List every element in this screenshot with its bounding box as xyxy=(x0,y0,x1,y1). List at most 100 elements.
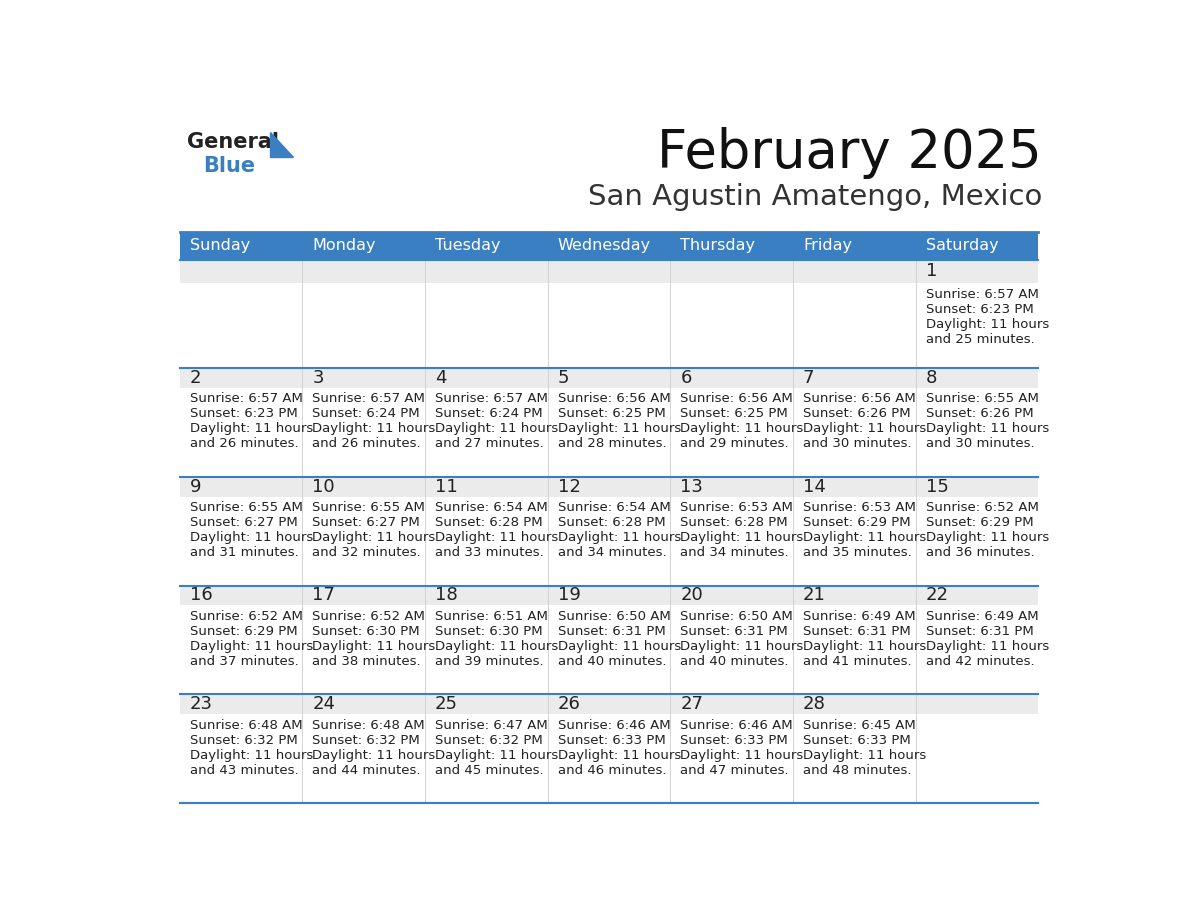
Text: Sunrise: 6:56 AM: Sunrise: 6:56 AM xyxy=(681,393,794,406)
Text: 9: 9 xyxy=(190,477,201,496)
Text: and 40 minutes.: and 40 minutes. xyxy=(681,655,789,668)
Text: and 48 minutes.: and 48 minutes. xyxy=(803,764,911,777)
Bar xyxy=(548,477,670,497)
Bar xyxy=(302,260,425,284)
Text: 18: 18 xyxy=(435,587,457,604)
Text: Daylight: 11 hours: Daylight: 11 hours xyxy=(681,640,803,653)
Text: Sunset: 6:31 PM: Sunset: 6:31 PM xyxy=(557,625,665,638)
Text: Daylight: 11 hours: Daylight: 11 hours xyxy=(312,532,436,544)
Text: Daylight: 11 hours: Daylight: 11 hours xyxy=(190,749,312,762)
Text: and 27 minutes.: and 27 minutes. xyxy=(435,438,544,451)
Text: 6: 6 xyxy=(681,369,691,387)
Bar xyxy=(792,387,916,477)
Text: 14: 14 xyxy=(803,477,826,496)
Text: and 39 minutes.: and 39 minutes. xyxy=(435,655,544,668)
Bar xyxy=(302,284,425,368)
Bar xyxy=(425,714,548,803)
Bar xyxy=(792,232,916,260)
Text: 5: 5 xyxy=(557,369,569,387)
Bar xyxy=(916,387,1038,477)
Text: Sunrise: 6:45 AM: Sunrise: 6:45 AM xyxy=(803,719,916,732)
Text: Sunset: 6:28 PM: Sunset: 6:28 PM xyxy=(557,516,665,529)
Bar xyxy=(425,387,548,477)
Bar xyxy=(670,605,792,694)
Bar xyxy=(916,497,1038,586)
Bar xyxy=(425,694,548,714)
Text: Sunset: 6:27 PM: Sunset: 6:27 PM xyxy=(190,516,297,529)
Text: Daylight: 11 hours: Daylight: 11 hours xyxy=(557,749,681,762)
Bar xyxy=(670,477,792,497)
Text: Sunrise: 6:56 AM: Sunrise: 6:56 AM xyxy=(557,393,670,406)
Text: Daylight: 11 hours: Daylight: 11 hours xyxy=(925,640,1049,653)
Bar xyxy=(670,368,792,387)
Text: 25: 25 xyxy=(435,695,457,713)
Bar xyxy=(792,368,916,387)
Text: Daylight: 11 hours: Daylight: 11 hours xyxy=(681,532,803,544)
Text: Sunrise: 6:55 AM: Sunrise: 6:55 AM xyxy=(190,501,303,514)
Bar xyxy=(425,497,548,586)
Text: Daylight: 11 hours: Daylight: 11 hours xyxy=(925,532,1049,544)
Bar xyxy=(792,284,916,368)
Text: and 33 minutes.: and 33 minutes. xyxy=(435,546,544,559)
Bar xyxy=(548,714,670,803)
Bar xyxy=(916,477,1038,497)
Bar xyxy=(670,714,792,803)
Text: 22: 22 xyxy=(925,587,948,604)
Text: Sunrise: 6:49 AM: Sunrise: 6:49 AM xyxy=(803,610,916,623)
Text: and 42 minutes.: and 42 minutes. xyxy=(925,655,1035,668)
Bar xyxy=(670,497,792,586)
Text: and 30 minutes.: and 30 minutes. xyxy=(925,438,1035,451)
Text: Sunset: 6:24 PM: Sunset: 6:24 PM xyxy=(435,408,543,420)
Text: Sunset: 6:29 PM: Sunset: 6:29 PM xyxy=(925,516,1034,529)
Text: Sunset: 6:29 PM: Sunset: 6:29 PM xyxy=(190,625,297,638)
Text: 1: 1 xyxy=(925,263,937,281)
Bar xyxy=(792,260,916,284)
Text: 11: 11 xyxy=(435,477,457,496)
Text: Sunrise: 6:49 AM: Sunrise: 6:49 AM xyxy=(925,610,1038,623)
Text: Sunset: 6:28 PM: Sunset: 6:28 PM xyxy=(681,516,788,529)
Text: and 43 minutes.: and 43 minutes. xyxy=(190,764,298,777)
Bar xyxy=(302,368,425,387)
Text: 12: 12 xyxy=(557,477,581,496)
Bar xyxy=(548,586,670,605)
Text: and 41 minutes.: and 41 minutes. xyxy=(803,655,911,668)
Text: 2: 2 xyxy=(190,369,201,387)
Text: and 26 minutes.: and 26 minutes. xyxy=(312,438,421,451)
Bar xyxy=(792,497,916,586)
Text: Daylight: 11 hours: Daylight: 11 hours xyxy=(803,640,927,653)
Text: Sunset: 6:26 PM: Sunset: 6:26 PM xyxy=(803,408,910,420)
Text: Sunrise: 6:46 AM: Sunrise: 6:46 AM xyxy=(681,719,792,732)
Bar xyxy=(670,694,792,714)
Text: Daylight: 11 hours: Daylight: 11 hours xyxy=(557,640,681,653)
Text: and 31 minutes.: and 31 minutes. xyxy=(190,546,298,559)
Bar xyxy=(548,284,670,368)
Bar xyxy=(548,497,670,586)
Text: Daylight: 11 hours: Daylight: 11 hours xyxy=(557,422,681,435)
Text: Sunday: Sunday xyxy=(190,238,249,253)
Text: and 25 minutes.: and 25 minutes. xyxy=(925,333,1035,346)
Text: and 34 minutes.: and 34 minutes. xyxy=(557,546,666,559)
Text: 26: 26 xyxy=(557,695,581,713)
Text: Sunset: 6:32 PM: Sunset: 6:32 PM xyxy=(190,733,297,746)
Bar xyxy=(548,387,670,477)
Text: Daylight: 11 hours: Daylight: 11 hours xyxy=(312,749,436,762)
Text: Sunrise: 6:50 AM: Sunrise: 6:50 AM xyxy=(557,610,670,623)
Text: Daylight: 11 hours: Daylight: 11 hours xyxy=(435,422,558,435)
Bar xyxy=(792,694,916,714)
Bar xyxy=(548,232,670,260)
Text: Sunrise: 6:54 AM: Sunrise: 6:54 AM xyxy=(435,501,548,514)
Bar xyxy=(916,586,1038,605)
Text: Sunrise: 6:50 AM: Sunrise: 6:50 AM xyxy=(681,610,794,623)
Bar xyxy=(916,368,1038,387)
Bar xyxy=(425,605,548,694)
Bar xyxy=(179,497,302,586)
Bar xyxy=(670,232,792,260)
Text: Wednesday: Wednesday xyxy=(557,238,651,253)
Text: and 28 minutes.: and 28 minutes. xyxy=(557,438,666,451)
Text: Sunrise: 6:52 AM: Sunrise: 6:52 AM xyxy=(190,610,303,623)
Text: and 38 minutes.: and 38 minutes. xyxy=(312,655,421,668)
Text: 16: 16 xyxy=(190,587,213,604)
Bar xyxy=(548,694,670,714)
Text: Thursday: Thursday xyxy=(681,238,756,253)
Bar xyxy=(916,605,1038,694)
